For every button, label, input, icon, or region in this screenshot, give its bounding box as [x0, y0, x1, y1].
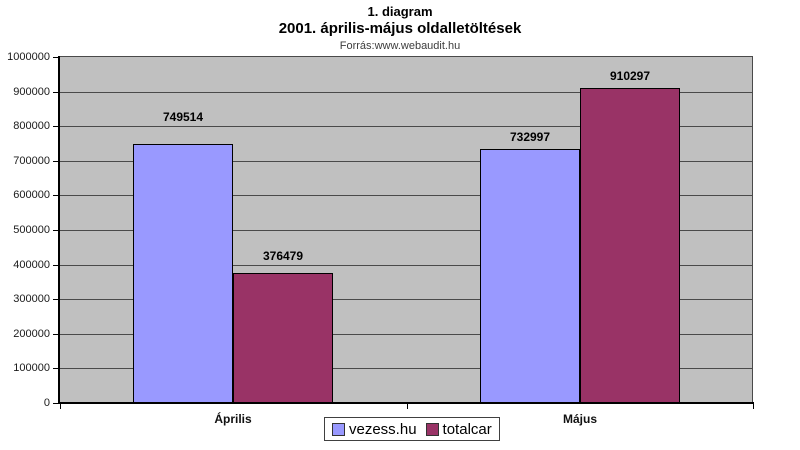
gridline-900000	[60, 92, 753, 93]
y-axis-label-800000: 800000	[13, 120, 50, 132]
y-axis-label-600000: 600000	[13, 189, 50, 201]
chart-header: 1. diagram 2001. április-május oldalletö…	[0, 4, 800, 54]
y-axis-tick-300000	[53, 299, 59, 300]
chart-title: 1. diagram	[367, 4, 433, 19]
gridline-500000	[60, 230, 753, 231]
y-axis-label-200000: 200000	[13, 328, 50, 340]
legend-item-vezess-hu: vezess.hu	[332, 421, 417, 438]
y-axis-label-100000: 100000	[13, 362, 50, 374]
x-axis-label-aprilis: Április	[214, 412, 252, 426]
legend-label-totalcar: totalcar	[442, 420, 492, 438]
y-axis-tick-700000	[53, 161, 59, 162]
gridline-100000	[60, 368, 753, 369]
y-axis-label-500000: 500000	[13, 224, 50, 236]
y-axis-tick-900000	[53, 92, 59, 93]
gridline-800000	[60, 126, 753, 127]
y-axis-label-900000: 900000	[13, 86, 50, 98]
legend-swatch-totalcar	[425, 422, 439, 436]
data-label-totalcar-aprilis: 376479	[262, 249, 304, 263]
y-axis-tick-400000	[53, 265, 59, 266]
y-axis-label-700000: 700000	[13, 155, 50, 167]
y-axis-tick-0	[53, 403, 59, 404]
data-label-vezess-hu-aprilis: 749514	[162, 110, 204, 124]
y-axis-label-400000: 400000	[13, 259, 50, 271]
legend: vezess.hu totalcar	[324, 417, 500, 441]
data-label-vezess-hu-majus: 732997	[509, 130, 551, 144]
gridline-700000	[60, 161, 753, 162]
legend-label-vezess-hu: vezess.hu	[349, 420, 417, 438]
bar-vezess-hu-majus	[480, 149, 580, 403]
y-axis-tick-500000	[53, 230, 59, 231]
legend-item-totalcar: totalcar	[425, 420, 492, 438]
gridline-400000	[60, 265, 753, 266]
y-axis-label-0: 0	[43, 397, 50, 409]
y-axis-tick-100000	[53, 368, 59, 369]
y-axis-tick-1000000	[53, 57, 59, 58]
chart-source: Forrás:www.webaudit.hu	[339, 40, 461, 52]
bar-vezess-hu-aprilis	[133, 144, 233, 403]
y-axis-line	[58, 56, 60, 404]
gridline-300000	[60, 299, 753, 300]
x-axis-label-majus: Május	[562, 412, 597, 426]
x-axis-tick-1	[407, 403, 408, 409]
y-axis-label-1000000: 1000000	[7, 51, 50, 63]
x-axis-tick-2	[753, 403, 754, 409]
gridline-600000	[60, 195, 753, 196]
bar-totalcar-aprilis	[233, 273, 333, 403]
legend-swatch-vezess-hu	[332, 422, 345, 436]
x-axis-tick-0	[60, 403, 61, 409]
data-label-totalcar-majus: 910297	[609, 69, 651, 83]
bar-totalcar-majus	[580, 88, 680, 403]
y-axis-label-300000: 300000	[13, 293, 50, 305]
y-axis-tick-600000	[53, 195, 59, 196]
y-axis-tick-800000	[53, 126, 59, 127]
gridline-200000	[60, 334, 753, 335]
chart-subtitle: 2001. április-május oldalletöltések	[278, 20, 522, 38]
x-axis-line	[58, 402, 754, 404]
y-axis-tick-200000	[53, 334, 59, 335]
